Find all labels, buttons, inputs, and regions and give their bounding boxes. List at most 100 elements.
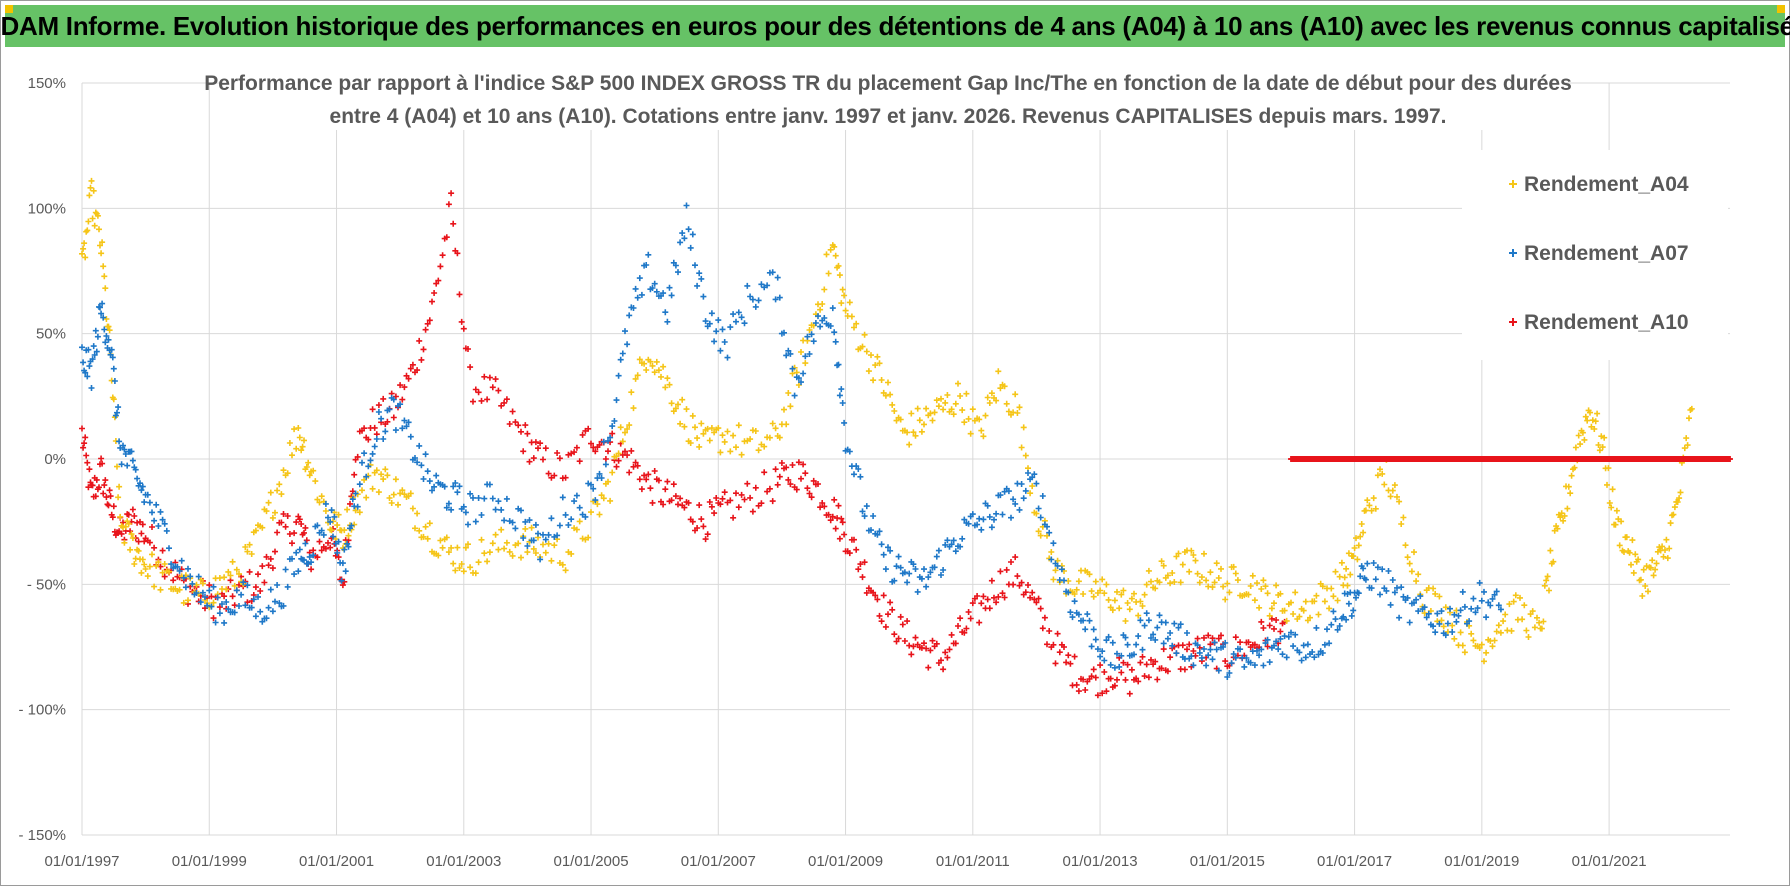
data-point (1430, 585, 1437, 592)
data-point (414, 510, 421, 517)
data-point (257, 608, 264, 615)
data-point (1232, 654, 1239, 661)
data-point (371, 424, 378, 431)
data-point (658, 373, 664, 380)
data-point (134, 475, 141, 482)
data-point (1088, 643, 1095, 650)
data-point (927, 647, 934, 654)
data-point (1608, 504, 1615, 511)
data-point (155, 523, 162, 529)
data-point (1612, 521, 1619, 528)
data-point (293, 445, 300, 452)
data-point (462, 509, 469, 516)
data-point (568, 550, 575, 557)
data-point (151, 517, 158, 524)
data-point (352, 507, 359, 514)
data-point (178, 557, 185, 564)
x-tick-label: 01/01/2019 (1444, 853, 1519, 870)
data-point (388, 500, 395, 506)
data-point (1139, 646, 1146, 653)
data-point (1196, 579, 1203, 586)
data-point (276, 481, 283, 488)
data-point (314, 522, 321, 529)
data-point (592, 448, 599, 455)
data-point (386, 495, 393, 501)
data-point (1434, 610, 1441, 617)
data-point (1124, 600, 1131, 606)
data-point (1099, 576, 1106, 583)
data-point (1222, 596, 1229, 603)
data-point (664, 375, 671, 382)
data-point (804, 333, 811, 340)
data-point (800, 370, 807, 377)
data-point (1302, 598, 1309, 605)
data-point (1345, 600, 1352, 607)
data-point (1145, 617, 1152, 624)
banner-corner-left (5, 5, 13, 13)
data-point (1389, 487, 1396, 494)
data-point (159, 516, 166, 523)
data-point (99, 460, 106, 467)
data-point (698, 516, 705, 523)
data-point (257, 588, 264, 594)
data-point (330, 533, 336, 540)
data-point (613, 397, 620, 404)
data-point (322, 500, 329, 507)
data-point (1411, 549, 1417, 556)
data-point (1067, 660, 1074, 667)
data-point (1663, 536, 1670, 543)
data-point (1207, 646, 1214, 653)
data-point (615, 457, 622, 464)
data-point (721, 489, 728, 496)
data-point (747, 494, 754, 501)
data-point (1273, 582, 1280, 589)
data-point (1175, 550, 1182, 557)
data-point (1145, 674, 1152, 681)
data-point (624, 452, 631, 459)
data-point (1092, 674, 1099, 681)
data-point (530, 455, 537, 462)
data-point (846, 448, 853, 455)
data-point (399, 396, 406, 403)
data-point (373, 467, 380, 474)
data-point (961, 516, 968, 523)
data-point (1326, 605, 1333, 612)
data-point (1596, 447, 1603, 454)
data-point (109, 514, 116, 521)
data-point (1377, 466, 1383, 473)
data-point (700, 293, 707, 300)
data-point (912, 566, 919, 572)
data-point (1512, 592, 1519, 599)
data-point (101, 482, 108, 489)
data-point (588, 440, 594, 447)
data-point (769, 498, 776, 505)
data-point (151, 544, 158, 551)
x-tick-label: 01/01/2003 (426, 853, 501, 870)
data-point (711, 338, 718, 345)
data-point (1249, 572, 1256, 579)
data-point (1476, 645, 1483, 651)
legend-background (1462, 150, 1728, 360)
data-point (959, 407, 966, 414)
data-point (103, 494, 110, 501)
data-point (685, 499, 692, 506)
data-point (764, 282, 771, 289)
data-point (829, 513, 836, 520)
data-point (666, 381, 673, 388)
data-point (286, 531, 293, 537)
x-tick-label: 01/01/2009 (808, 853, 883, 870)
data-point (622, 448, 628, 455)
data-point (687, 440, 694, 446)
data-point (806, 490, 813, 497)
data-point (719, 432, 726, 439)
data-point (793, 486, 800, 493)
data-point (1459, 588, 1466, 595)
data-point (456, 565, 463, 571)
data-point (1442, 632, 1449, 639)
data-point (1623, 534, 1630, 541)
data-point (89, 356, 96, 363)
data-point (921, 640, 927, 647)
data-point (882, 623, 889, 630)
data-point (1031, 471, 1038, 478)
data-point (1332, 616, 1339, 623)
